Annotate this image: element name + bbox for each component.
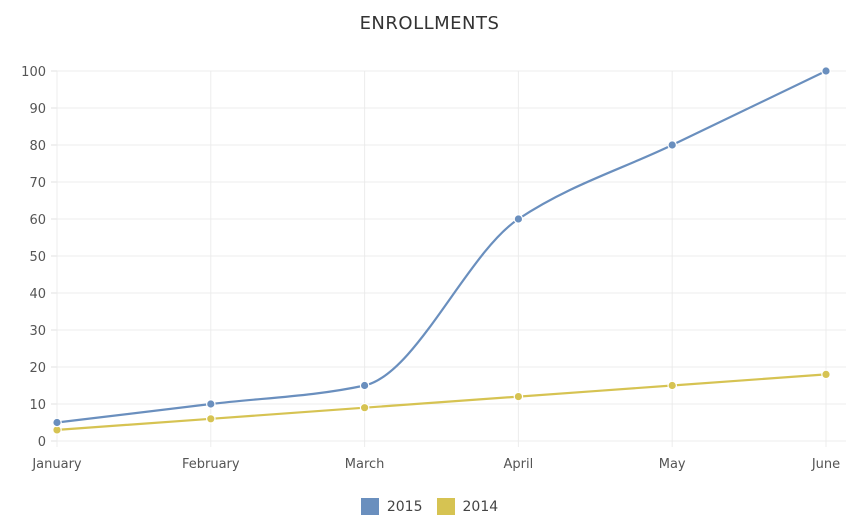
- chart-title: ENROLLMENTS: [359, 13, 500, 34]
- y-tick-label: 90: [29, 102, 46, 117]
- x-tick-label: June: [811, 457, 840, 472]
- data-point-2015: [359, 380, 370, 391]
- y-tick-label: 10: [29, 398, 46, 413]
- x-tick-label: February: [182, 457, 240, 472]
- data-point-2014: [821, 369, 831, 380]
- series-line-2014: [56, 373, 827, 431]
- data-point-2015: [206, 399, 216, 409]
- y-tick-label: 20: [29, 361, 46, 376]
- y-tick-label: 70: [29, 176, 46, 191]
- data-point-2015: [513, 214, 524, 224]
- legend-label: 2015: [386, 498, 423, 515]
- series-2014: [52, 369, 831, 435]
- data-point-2014: [667, 380, 677, 391]
- data-point-2014: [513, 391, 524, 402]
- data-point-2015: [821, 66, 831, 76]
- legend-item-2015[interactable]: 2015: [360, 498, 423, 515]
- y-tick-label: 50: [29, 250, 46, 265]
- data-point-2015: [667, 140, 677, 150]
- chart-legend: 2015 2014: [0, 498, 859, 515]
- series-line-2015: [56, 70, 827, 424]
- y-tick-label: 80: [29, 139, 46, 154]
- x-tick-label: April: [504, 457, 534, 472]
- legend-swatch: [436, 498, 455, 515]
- series-2015: [52, 66, 831, 428]
- data-point-2014: [206, 413, 216, 424]
- legend-swatch: [360, 498, 379, 515]
- y-tick-label: 0: [38, 435, 46, 450]
- x-tick-label: May: [659, 457, 686, 472]
- y-tick-label: 40: [29, 287, 46, 302]
- data-point-2014: [359, 402, 370, 413]
- y-tick-label: 30: [29, 324, 46, 339]
- legend-item-2014[interactable]: 2014: [436, 498, 499, 515]
- data-point-2015: [52, 417, 62, 428]
- legend-label: 2014: [462, 498, 499, 515]
- y-tick-label: 60: [29, 213, 46, 228]
- x-tick-label: January: [31, 457, 82, 472]
- y-tick-label: 100: [21, 65, 46, 80]
- x-tick-label: March: [345, 457, 385, 472]
